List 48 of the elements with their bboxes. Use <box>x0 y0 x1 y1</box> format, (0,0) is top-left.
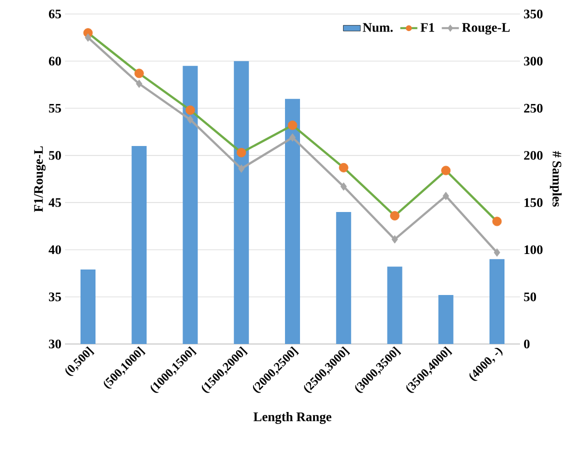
legend-label: Num. <box>362 23 393 32</box>
legend-label: Rouge-L <box>462 23 510 35</box>
point <box>340 182 347 191</box>
bar <box>489 259 504 344</box>
y-tick-label: 55 <box>48 104 61 113</box>
y-tick-label: 30 <box>48 340 61 348</box>
y2-tick-label: 0 <box>524 340 530 348</box>
y2-axis-title: # Samples <box>550 151 562 207</box>
y-tick-label: 65 <box>48 10 61 18</box>
point <box>186 105 195 115</box>
x-axis-title: Length Range <box>254 412 332 424</box>
y-tick-label: 35 <box>48 292 61 302</box>
point <box>338 162 348 172</box>
y-tick-label: 40 <box>48 245 61 254</box>
legend-label: F1 <box>420 23 434 32</box>
point <box>136 80 142 88</box>
point <box>441 166 451 176</box>
bar <box>387 266 402 344</box>
bar <box>182 66 198 344</box>
y2-tick-label: 200 <box>524 151 543 160</box>
bar <box>80 270 96 344</box>
point <box>392 235 398 244</box>
y-axis-title: F1/Rouge-L <box>34 146 46 212</box>
point <box>494 248 500 257</box>
bar <box>285 98 300 344</box>
bar <box>234 61 249 344</box>
bar <box>132 146 147 344</box>
y2-tick-label: 50 <box>524 292 536 302</box>
point <box>84 33 92 42</box>
y-tick-label: 45 <box>48 198 61 207</box>
point <box>288 120 298 130</box>
point <box>492 216 502 226</box>
point <box>238 164 245 173</box>
y2-tick-label: 150 <box>524 198 543 207</box>
point <box>289 133 296 142</box>
bar <box>336 212 352 344</box>
bar <box>438 294 454 344</box>
y2-tick-label: 350 <box>524 10 543 18</box>
y2-tick-label: 100 <box>524 245 543 254</box>
y2-tick-label: 250 <box>524 104 543 113</box>
y-tick-label: 50 <box>48 151 61 160</box>
point <box>442 192 450 200</box>
y2-tick-label: 300 <box>524 56 543 66</box>
point <box>134 68 144 78</box>
point <box>390 211 400 220</box>
point <box>187 115 194 124</box>
point <box>236 148 246 158</box>
y-tick-label: 60 <box>48 56 61 66</box>
